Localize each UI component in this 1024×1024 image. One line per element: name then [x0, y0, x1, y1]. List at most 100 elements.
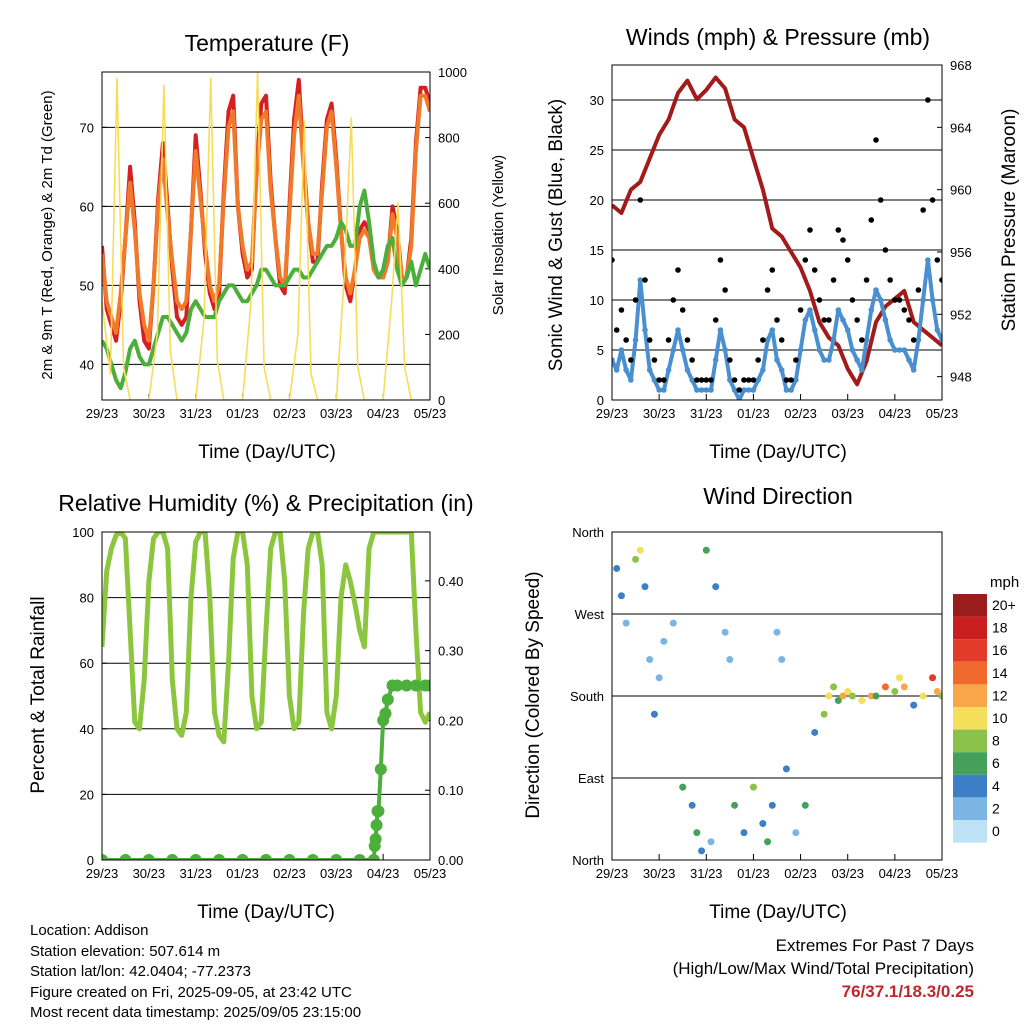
colorbar-swatch: [953, 774, 987, 798]
direction-point: [820, 710, 828, 718]
y-tick-label: East: [578, 771, 604, 786]
y2-tick-label: 800: [438, 131, 460, 146]
series-point: [372, 805, 385, 818]
series-point: [736, 387, 743, 393]
x-tick-label: 03/23: [831, 866, 864, 881]
series-point: [859, 337, 865, 343]
series-point: [727, 377, 733, 383]
direction-point: [707, 838, 715, 846]
temperature-chart: Temperature (F) 2m & 9m T (Red, Orange) …: [39, 30, 507, 463]
direction-point: [764, 838, 772, 846]
series-point: [854, 317, 860, 323]
extremes-subheading: (High/Low/Max Wind/Total Precipitation): [672, 959, 974, 978]
series-point: [939, 277, 942, 283]
x-tick-label: 31/23: [690, 866, 723, 881]
colorbar-swatch: [953, 616, 987, 640]
series-point: [670, 347, 677, 353]
series-point: [887, 277, 893, 283]
x-tick-label: 05/23: [414, 406, 447, 421]
direction-point: [660, 637, 668, 645]
series-point: [698, 377, 705, 383]
direction-point: [617, 592, 625, 600]
series-point: [783, 377, 790, 383]
series-point: [637, 277, 644, 283]
series-point: [910, 337, 917, 343]
series-point: [612, 257, 615, 263]
series-point: [642, 277, 648, 283]
colorbar-swatch: [953, 684, 987, 707]
series-point: [811, 327, 818, 333]
temperature-title: Temperature (F): [185, 30, 350, 56]
x-tick-label: 29/23: [86, 866, 119, 881]
series-point: [901, 347, 908, 353]
series-point: [741, 377, 747, 383]
series-point: [236, 854, 249, 860]
series-point: [684, 367, 691, 373]
plot-frame: [611, 64, 943, 401]
colorbar-swatch: [953, 729, 987, 753]
series-point: [665, 337, 672, 343]
series-line: [102, 532, 430, 745]
series-point: [613, 327, 620, 333]
plot-frame: [101, 531, 431, 861]
x-tick-label: 01/23: [226, 406, 259, 421]
series-point: [750, 387, 757, 393]
x-tick-label: 29/23: [596, 866, 629, 881]
direction-point: [688, 801, 696, 809]
series-point: [689, 357, 695, 363]
colorbar-label: 12: [992, 687, 1008, 703]
series-point: [910, 367, 917, 373]
series-point: [826, 317, 832, 323]
series-point: [868, 217, 875, 223]
colorbar-swatch: [953, 661, 987, 685]
x-tick-label: 03/23: [320, 866, 353, 881]
series-point: [613, 367, 620, 373]
y2-tick-label: 0: [438, 393, 445, 408]
y-tick-label: 15: [590, 243, 604, 258]
y-tick-label: 50: [80, 278, 94, 293]
series-point: [783, 387, 790, 393]
x-tick-label: 02/23: [784, 406, 817, 421]
colorbar-label: 6: [992, 755, 1000, 771]
y-tick-label: 60: [80, 199, 94, 214]
winds-chart: Winds (mph) & Pressure (mb) Sonic Wind &…: [546, 24, 1020, 463]
series-point: [882, 247, 889, 253]
direction-point: [636, 546, 644, 554]
series-point: [642, 327, 648, 333]
series-point: [906, 357, 912, 363]
direction-point: [848, 692, 856, 700]
colorbar-swatch: [953, 639, 987, 662]
series-point: [887, 337, 893, 343]
direction-point: [632, 555, 640, 563]
series-point: [708, 377, 714, 383]
series-point: [863, 277, 870, 283]
colorbar-swatch: [953, 752, 987, 775]
colorbar-title: mph: [990, 574, 1019, 591]
series-point: [651, 357, 658, 363]
series-point: [793, 377, 799, 383]
x-tick-label: 30/23: [643, 866, 676, 881]
temperature-y2label: Solar Insolation (Yellow): [490, 155, 507, 315]
x-tick-label: 05/23: [926, 866, 959, 881]
colorbar-label: 16: [992, 642, 1008, 658]
colorbar-swatch: [953, 707, 987, 730]
series-point: [760, 367, 766, 373]
direction-point: [749, 783, 757, 791]
created-text: Figure created on Fri, 2025-09-05, at 23…: [30, 983, 352, 1001]
series-point: [854, 357, 860, 363]
series-point: [868, 307, 875, 313]
series-point: [774, 317, 780, 323]
colorbar-label: 10: [992, 710, 1008, 726]
direction-point: [613, 564, 621, 572]
series-point: [367, 854, 380, 860]
series-group: [102, 72, 430, 400]
series-point: [769, 327, 776, 333]
x-tick-label: 31/23: [690, 406, 723, 421]
series-point: [901, 307, 908, 313]
series-point: [797, 307, 804, 313]
series-group: [102, 532, 430, 860]
series-point: [863, 337, 870, 343]
x-tick-label: 01/23: [737, 406, 770, 421]
series-point: [788, 387, 794, 393]
series-point: [873, 137, 879, 143]
